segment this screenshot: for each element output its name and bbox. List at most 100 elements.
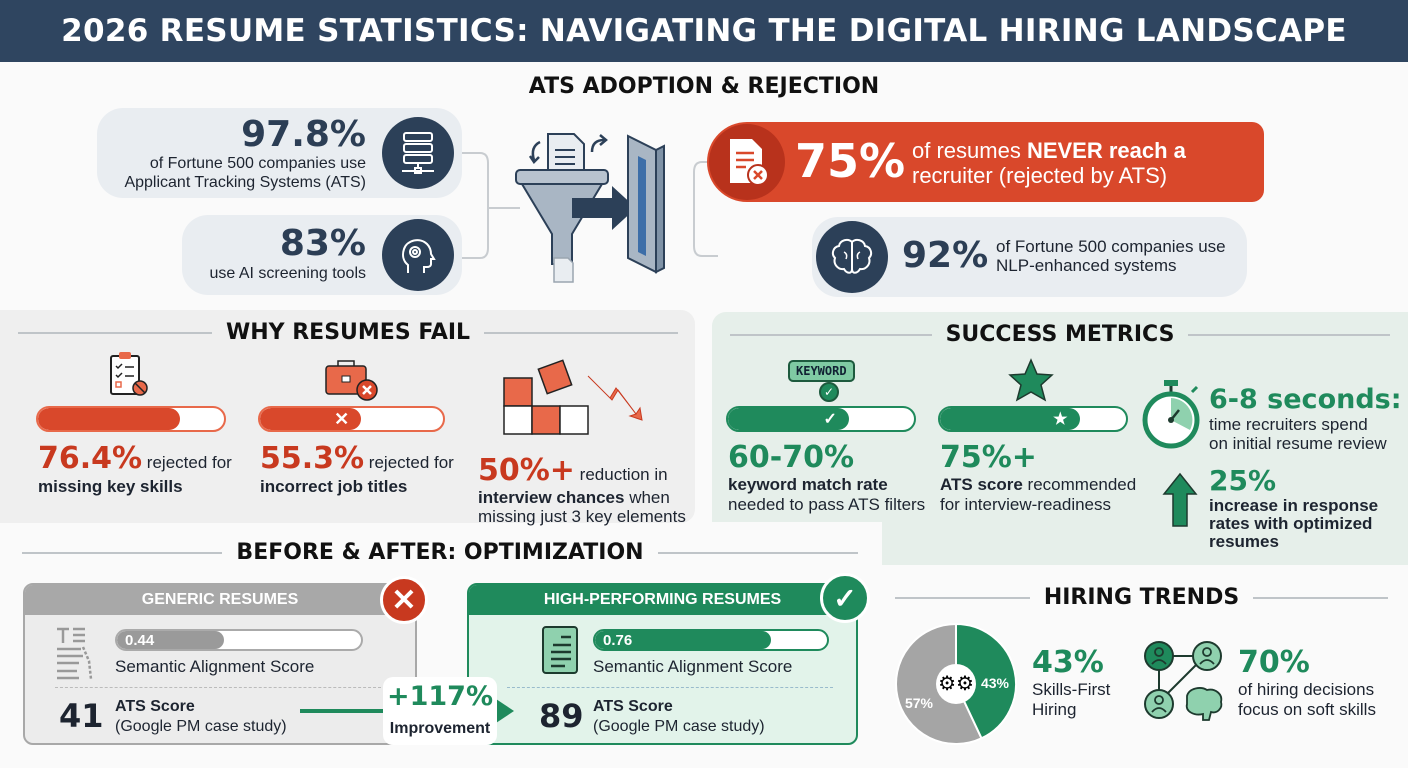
trends-section-title: HIRING TRENDS — [1043, 585, 1240, 610]
section-header: BEFORE & AFTER: OPTIMIZATION — [22, 540, 859, 565]
stat-value: 6-8 seconds: — [1209, 384, 1402, 415]
fail-stat-missing-skills: 76.4% rejected for missing key skills — [38, 441, 232, 497]
stat-line: ATS Score — [593, 698, 673, 715]
stat-line: rates with optimized — [1209, 514, 1373, 533]
stat-line: (Google PM case study) — [593, 718, 765, 735]
progress-fill: ★ — [940, 408, 1080, 430]
stat-line: missing key skills — [38, 477, 183, 496]
ai-head-icon — [382, 219, 454, 291]
up-arrow-icon — [1162, 472, 1198, 527]
donut-slice-skills-first — [955, 622, 1017, 740]
stat-value: 25% — [1209, 464, 1277, 497]
stat-line: of hiring decisions — [1238, 680, 1375, 699]
improvement-value: +117% — [386, 681, 494, 712]
stat-line: increase in response — [1209, 496, 1379, 515]
keyword-tag-icon: KEYWORD — [788, 360, 855, 382]
stat-line: of Fortune 500 companies use — [149, 155, 366, 172]
semantic-score-bar: 0.76 — [593, 629, 829, 651]
stat-line: rejected for — [364, 453, 454, 472]
stat-line: reduction in — [574, 465, 668, 484]
ats-score-label: ATS Score (Google PM case study) — [593, 697, 765, 737]
donut-center — [936, 664, 976, 704]
clipboard-icon — [110, 352, 148, 396]
gears-icon: ⚙⚙ — [938, 673, 974, 695]
stat-text: of Fortune 500 companies use NLP-enhanced… — [996, 237, 1226, 275]
stat-line: Hiring — [1032, 700, 1077, 719]
stat-line: time recruiters spend — [1209, 415, 1368, 434]
semantic-score-bar: 0.44 — [115, 629, 363, 651]
success-stat-ats-score: 75%+ ATS score recommended for interview-r… — [940, 440, 1136, 515]
donut-label-green: 43% — [981, 675, 1010, 691]
stat-card-ai-screening: 83% use AI screening tools — [182, 215, 462, 295]
stat-line: recruiter (rejected by ATS) — [912, 163, 1168, 188]
connector-lines-left — [462, 152, 520, 259]
progress-bar-keyword: ✓ — [726, 406, 916, 432]
stat-line: when — [624, 488, 670, 507]
compare-section-title: BEFORE & AFTER: OPTIMIZATION — [236, 540, 644, 565]
briefcase-x-icon — [325, 360, 378, 401]
high-performing-resumes-card: HIGH-PERFORMING RESUMES 0.76 Semantic Al… — [467, 583, 858, 745]
ats-score-value: 89 — [539, 697, 584, 735]
success-metrics-panel: SUCCESS METRICS KEYWORD ✓ ✓ 60-70% keywor… — [712, 312, 1408, 565]
stat-emphasis: NEVER reach a — [1026, 138, 1186, 163]
progress-bar-job-titles: ✕ — [258, 406, 445, 432]
stat-line: keyword match rate — [728, 475, 888, 494]
stat-line: of Fortune 500 companies use — [996, 237, 1226, 256]
fail-stat-interview: 50%+ reduction in interview chances when m… — [478, 453, 686, 526]
star-icon — [1008, 358, 1054, 402]
divider — [55, 687, 381, 688]
progress-fill: 0.76 — [595, 631, 772, 649]
fail-section-title: WHY RESUMES FAIL — [225, 320, 471, 345]
section-header: SUCCESS METRICS — [730, 322, 1390, 347]
score-value: 0.76 — [603, 631, 633, 649]
stat-line: of resumes — [912, 138, 1027, 163]
trend-stat-soft-skills: 70% of hiring decisions focus on soft skil… — [1238, 645, 1376, 720]
donut-label-gray: 57% — [905, 695, 934, 711]
progress-bar-ats-score: ★ — [938, 406, 1128, 432]
stat-line: incorrect job titles — [260, 477, 408, 496]
puzzle-icon — [503, 359, 643, 435]
page-title: 2026 RESUME STATISTICS: NAVIGATING THE D… — [0, 0, 1408, 62]
stat-line: ATS score — [940, 475, 1023, 494]
stat-value: 76.4% — [38, 441, 143, 476]
stat-value: 92% — [902, 235, 989, 276]
divider — [507, 687, 833, 688]
stat-line: focus on soft skills — [1238, 700, 1376, 719]
score-label: Semantic Alignment Score — [115, 657, 315, 676]
stopwatch-icon — [1142, 380, 1200, 449]
section-header: WHY RESUMES FAIL — [18, 320, 679, 345]
server-icon — [382, 117, 454, 189]
success-stat-keyword: 60-70% keyword match rate needed to pass A… — [728, 440, 925, 515]
connector-lines-right — [693, 161, 718, 257]
funnel-gate-icon — [515, 133, 665, 283]
people-network-icon — [1144, 641, 1223, 721]
stat-line: interview chances — [478, 488, 625, 507]
stat-line: rejected for — [142, 453, 232, 472]
stat-card-ats-usage: 97.8% of Fortune 500 companies use Applic… — [97, 108, 462, 198]
x-icon: ✕ — [380, 576, 428, 624]
stat-line: Skills-First — [1032, 680, 1111, 699]
stat-card-nlp: 92% of Fortune 500 companies use NLP-enha… — [812, 217, 1247, 297]
stat-text: use AI screening tools — [209, 265, 366, 282]
aligned-document-icon — [542, 626, 578, 674]
improvement-badge: +117% Improvement — [383, 677, 497, 745]
brain-icon — [1185, 687, 1223, 721]
fail-stat-job-titles: 55.3% rejected for incorrect job titles — [260, 441, 454, 497]
progress-fill: 0.44 — [117, 631, 225, 649]
misaligned-text-icon — [57, 627, 93, 680]
progress-bar-missing-skills — [36, 406, 226, 432]
stat-value: 55.3% — [260, 441, 365, 476]
progress-fill: ✓ — [728, 408, 849, 430]
stat-value: 75%+ — [940, 440, 1037, 475]
ats-section-title: ATS ADOPTION & REJECTION — [528, 74, 880, 99]
success-section-title: SUCCESS METRICS — [945, 322, 1175, 347]
score-value: 0.44 — [125, 631, 155, 649]
stat-line: needed to pass ATS filters — [728, 495, 926, 514]
stat-line: (Google PM case study) — [115, 718, 287, 735]
success-stat-response-rate: 25% increase in response rates with optimi… — [1209, 464, 1378, 551]
stat-text: of Fortune 500 companies use Applicant Tr… — [124, 154, 366, 192]
stat-line: resumes — [1209, 532, 1279, 551]
progress-fill: ✕ — [260, 408, 362, 430]
rejected-document-icon — [709, 124, 785, 200]
score-label: Semantic Alignment Score — [593, 657, 793, 676]
